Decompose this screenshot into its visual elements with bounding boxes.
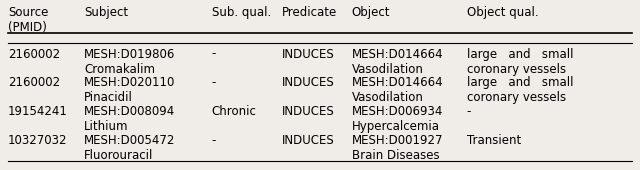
Text: Object: Object bbox=[352, 6, 390, 19]
Text: MESH:D005472
Fluorouracil: MESH:D005472 Fluorouracil bbox=[84, 134, 175, 162]
Text: MESH:D006934
Hypercalcemia: MESH:D006934 Hypercalcemia bbox=[352, 105, 444, 133]
Text: MESH:D019806
Cromakalim: MESH:D019806 Cromakalim bbox=[84, 48, 175, 75]
Text: 2160002: 2160002 bbox=[8, 76, 60, 89]
Text: -: - bbox=[212, 48, 216, 61]
Text: MESH:D014664
Vasodilation: MESH:D014664 Vasodilation bbox=[352, 48, 444, 75]
Text: large   and   small
coronary vessels: large and small coronary vessels bbox=[467, 48, 573, 75]
Text: MESH:D014664
Vasodilation: MESH:D014664 Vasodilation bbox=[352, 76, 444, 104]
Text: -: - bbox=[212, 76, 216, 89]
Text: MESH:D020110
Pinacidil: MESH:D020110 Pinacidil bbox=[84, 76, 175, 104]
Text: Source
(PMID): Source (PMID) bbox=[8, 6, 48, 34]
Text: Object qual.: Object qual. bbox=[467, 6, 538, 19]
Text: large   and   small
coronary vessels: large and small coronary vessels bbox=[467, 76, 573, 104]
Text: Transient: Transient bbox=[467, 134, 521, 147]
Text: Sub. qual.: Sub. qual. bbox=[212, 6, 271, 19]
Text: MESH:D001927
Brain Diseases: MESH:D001927 Brain Diseases bbox=[352, 134, 444, 162]
Text: 10327032: 10327032 bbox=[8, 134, 67, 147]
Text: Subject: Subject bbox=[84, 6, 129, 19]
Text: -: - bbox=[212, 134, 216, 147]
Text: 19154241: 19154241 bbox=[8, 105, 68, 118]
Text: -: - bbox=[467, 105, 471, 118]
Text: Predicate: Predicate bbox=[282, 6, 337, 19]
Text: INDUCES: INDUCES bbox=[282, 105, 335, 118]
Text: INDUCES: INDUCES bbox=[282, 48, 335, 61]
Text: INDUCES: INDUCES bbox=[282, 76, 335, 89]
Text: Chronic: Chronic bbox=[212, 105, 257, 118]
Text: 2160002: 2160002 bbox=[8, 48, 60, 61]
Text: MESH:D008094
Lithium: MESH:D008094 Lithium bbox=[84, 105, 175, 133]
Text: INDUCES: INDUCES bbox=[282, 134, 335, 147]
